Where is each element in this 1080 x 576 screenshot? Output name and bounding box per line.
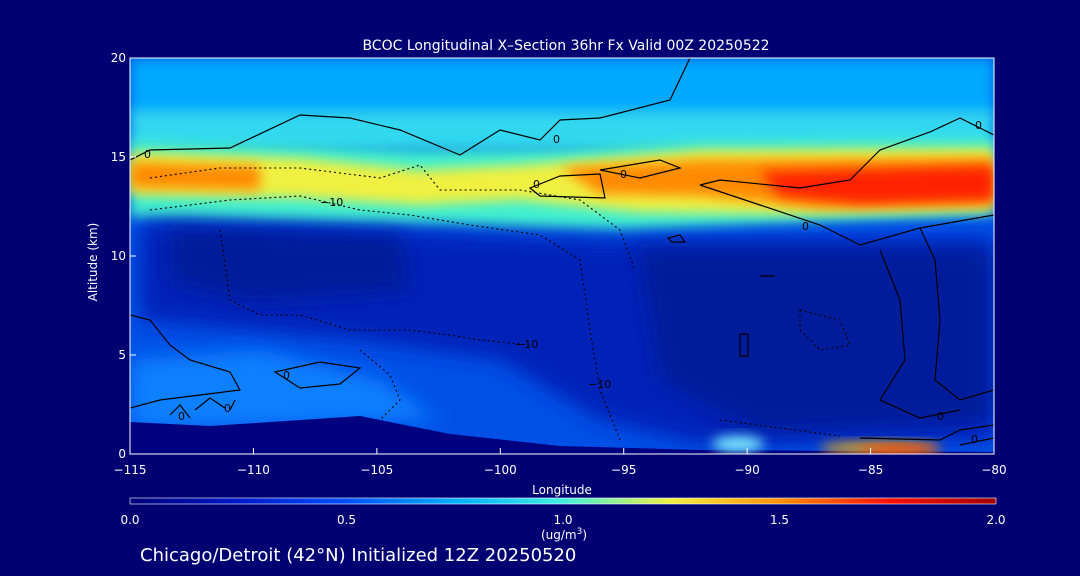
contour-label: 0 (533, 178, 540, 191)
y-tick-label: 15 (111, 150, 126, 164)
chart-title: BCOC Longitudinal X–Section 36hr Fx Vali… (362, 38, 769, 54)
y-axis-label: Altitude (km) (86, 223, 100, 302)
field-upper-air (130, 58, 994, 118)
hotspot-right-core (860, 446, 940, 454)
contour-zero-mid-right (879, 249, 961, 419)
field-elevated-layer-max (760, 166, 994, 204)
contour-label: 0 (620, 168, 627, 181)
contour-neg10-d (359, 349, 401, 421)
y-tick-label: 10 (111, 249, 126, 263)
colorbar-tick-label: 2.0 (986, 513, 1005, 527)
contour-label: 0 (224, 402, 231, 415)
y-tick-label: 0 (118, 447, 126, 461)
x-tick-label: −95 (611, 463, 636, 477)
colorbar-tick-label: 0.0 (120, 513, 139, 527)
x-tick-label: −90 (734, 463, 759, 477)
footer-text: Chicago/Detroit (42°N) Initialized 12Z 2… (140, 545, 576, 566)
y-axis: 0 5 10 15 20 (111, 51, 136, 461)
contour-neg10-c (219, 229, 531, 346)
contour-zero-bumps (169, 397, 236, 419)
y-tick-label: 5 (118, 348, 126, 362)
x-tick-label: −110 (237, 463, 270, 477)
contour-label: 0 (283, 369, 290, 382)
contour-labels: 0 0 0 0 0 0 −10 −10 −10 0 0 0 0 0 (144, 119, 982, 446)
field-darker-core (170, 228, 990, 430)
colorbar-unit-end: ) (582, 528, 587, 542)
contour-label: 0 (553, 133, 560, 146)
x-axis-label: Longitude (532, 483, 592, 497)
contour-label: 0 (178, 410, 185, 423)
x-tick-label: −105 (360, 463, 393, 477)
contour-label: 0 (937, 410, 944, 423)
x-tick-label: −100 (484, 463, 517, 477)
colorbar-tick-label: 1.0 (553, 513, 572, 527)
contour-zero-cell (528, 159, 682, 199)
contour-label: 0 (802, 220, 809, 233)
colorbar-tick-label: 1.5 (770, 513, 789, 527)
contour-label: −10 (588, 378, 611, 391)
x-tick-label: −115 (114, 463, 147, 477)
x-axis: −115 −110 −105 −100 −95 −90 −85 −80 (114, 448, 1007, 477)
field-lower-region (130, 350, 440, 430)
y-tick-label: 20 (111, 51, 126, 65)
contour-neg10-a (149, 164, 636, 271)
colorbar (129, 497, 997, 505)
field-elevated-layer-peak (130, 158, 994, 208)
contour-zero-left (130, 314, 241, 409)
x-tick-label: −85 (858, 463, 883, 477)
contour-lines-negative (149, 164, 851, 441)
colorbar-unit-sup: 3 (577, 527, 583, 537)
contour-zero-small (666, 234, 775, 357)
contour-label: −10 (515, 338, 538, 351)
x-tick-label: −80 (981, 463, 1006, 477)
contour-neg10-e (799, 309, 851, 351)
plot-area (130, 58, 994, 454)
contour-neg10-f (719, 419, 841, 437)
contour-zero-lowcell (273, 361, 362, 389)
contour-label: 0 (144, 148, 151, 161)
colorbar-unit-label: (ug/m3) (541, 527, 587, 542)
colorbar-ticks: 0.0 0.5 1.0 1.5 2.0 (120, 513, 1005, 527)
contour-zero-right-vertical (919, 227, 994, 401)
contour-label: 0 (975, 119, 982, 132)
contour-lines (130, 58, 994, 446)
contour-zero-upper-right (699, 117, 994, 246)
colorbar-unit-main: (ug/m (541, 528, 577, 542)
colorbar-tick-label: 0.5 (337, 513, 356, 527)
hotspot-left (712, 436, 764, 452)
terrain-mask (130, 416, 994, 454)
contour-zero-upper (130, 58, 691, 161)
contour-label: −10 (320, 196, 343, 209)
contour-zero-bottom-right (859, 424, 994, 446)
contour-label: 0 (971, 433, 978, 446)
